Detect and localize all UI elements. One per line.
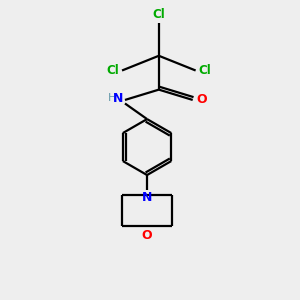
Text: N: N [142, 191, 152, 204]
Text: N: N [113, 92, 124, 105]
Text: O: O [196, 93, 207, 106]
Text: Cl: Cl [106, 64, 119, 77]
Text: H: H [108, 94, 117, 103]
Text: Cl: Cl [152, 8, 165, 21]
Text: O: O [142, 229, 152, 242]
Text: Cl: Cl [199, 64, 211, 77]
